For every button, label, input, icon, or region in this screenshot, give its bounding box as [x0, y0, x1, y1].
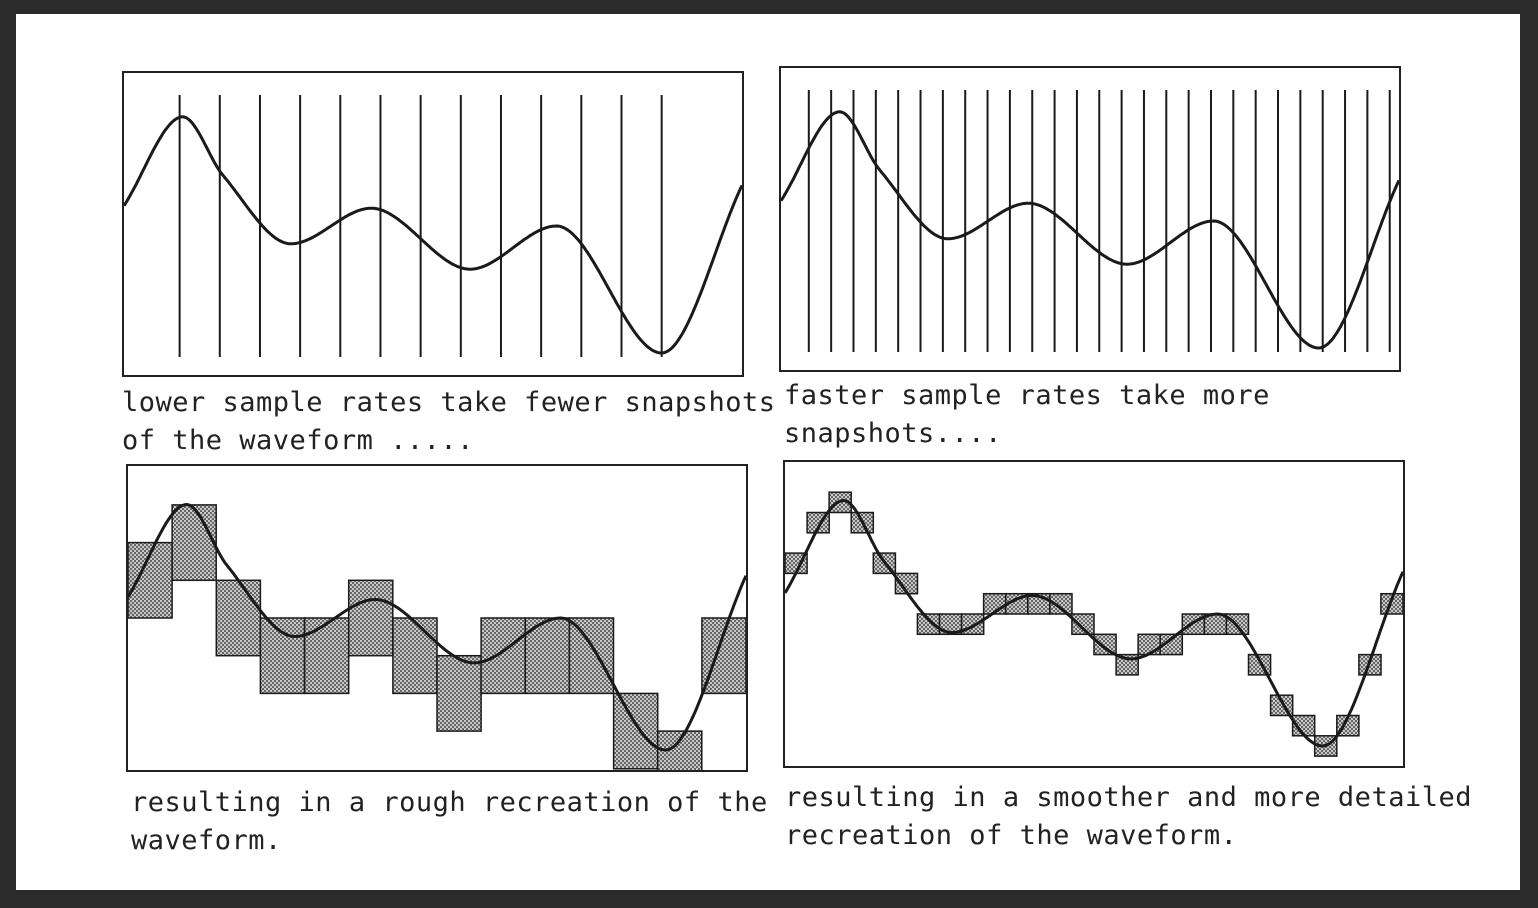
quantized-sample-block [392, 617, 438, 695]
quantized-sample-block [1049, 592, 1073, 615]
diagram-frame: lower sample rates take fewer snapshots … [16, 14, 1520, 890]
waveform-curve [128, 502, 746, 752]
quantized-sample-block [215, 579, 262, 657]
low-sample-rate-waveform-panel [122, 71, 744, 377]
smooth-recreation-caption: resulting in a smoother and more detaile… [785, 782, 1472, 851]
quantized-sample-block [1093, 633, 1117, 656]
quantized-sample-block [480, 617, 526, 695]
quantized-sample-block [1380, 592, 1403, 615]
waveform-curve [124, 115, 742, 355]
rough-recreation-plot [128, 502, 746, 770]
low-sample-rate-caption: lower sample rates take fewer snapshots … [122, 387, 776, 456]
high-sample-rate-caption: faster sample rates take more snapshots.… [784, 380, 1270, 449]
rough-recreation-panel [126, 464, 748, 772]
smooth-recreation-plot [785, 491, 1403, 757]
waveform-curve [785, 498, 1403, 748]
quantized-sample-block [656, 730, 703, 770]
quantized-sample-block [436, 654, 482, 732]
quantized-sample-block [1071, 613, 1095, 636]
quantized-sample-block [1137, 633, 1161, 656]
rough-recreation-caption: resulting in a rough recreation of the w… [131, 787, 768, 856]
quantized-sample-block [171, 504, 217, 582]
quantized-sample-block [612, 692, 659, 770]
quantized-sample-block [347, 579, 394, 657]
quantized-sample-block [259, 617, 306, 695]
quantized-sample-block [1225, 613, 1250, 636]
quantized-sample-block [303, 617, 350, 695]
quantized-sample-block [916, 613, 941, 636]
waveform-curve [781, 110, 1399, 350]
smooth-recreation-panel [783, 460, 1405, 768]
quantized-sample-block [1159, 633, 1184, 656]
high-sample-rate-waveform-panel [779, 66, 1401, 372]
quantized-sample-block [568, 617, 615, 695]
high-sample-rate-waveform-plot [781, 90, 1399, 352]
low-sample-rate-waveform-plot [124, 95, 742, 357]
